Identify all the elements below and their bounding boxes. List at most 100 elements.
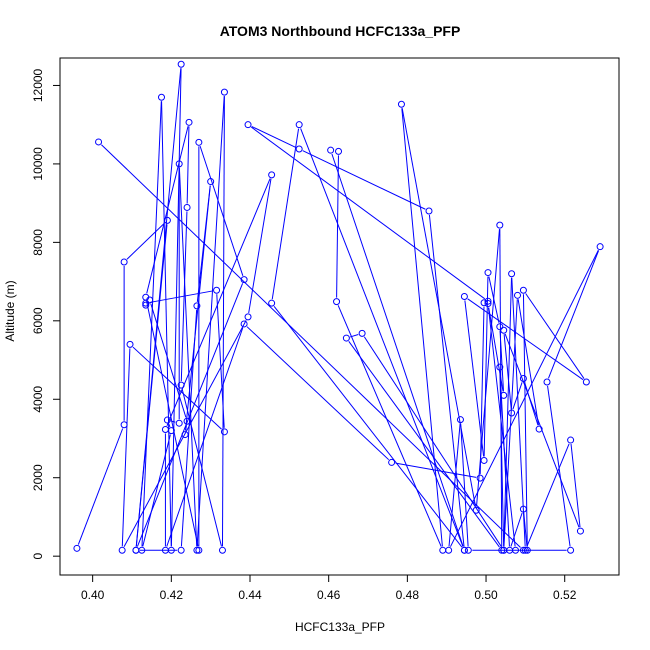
data-point <box>397 100 405 108</box>
series-segment <box>248 178 272 314</box>
data-point <box>142 299 150 307</box>
data-point <box>500 391 508 399</box>
x-tick-label: 0.52 <box>553 588 577 602</box>
series-segment <box>273 306 463 548</box>
series-segment <box>526 443 570 547</box>
series-segment <box>503 334 512 410</box>
data-point <box>596 243 604 251</box>
series-segment <box>503 277 512 547</box>
series-segment <box>216 294 225 428</box>
data-point <box>193 546 201 554</box>
series-segment <box>126 222 165 260</box>
series-segment <box>181 388 222 547</box>
data-point <box>342 334 350 342</box>
x-axis: 0.40 0.42 0.44 0.46 0.48 0.50 0.52 <box>81 574 577 602</box>
data-point <box>567 436 575 444</box>
data-point <box>240 320 248 328</box>
y-axis-label: Altitude (m) <box>3 280 17 341</box>
x-tick-label: 0.44 <box>238 588 262 602</box>
x-tick-label: 0.42 <box>160 588 184 602</box>
series-segment <box>450 250 599 547</box>
series-segment <box>570 443 581 528</box>
data-point <box>333 298 341 306</box>
data-point <box>535 425 543 433</box>
series-segment <box>499 330 505 392</box>
data-point <box>519 505 527 513</box>
data-point <box>268 171 276 179</box>
series-segment <box>271 128 300 300</box>
data-point <box>496 323 504 331</box>
data-point <box>163 216 171 224</box>
data-point <box>512 546 520 554</box>
data-point <box>120 421 128 429</box>
series-segment <box>166 178 271 426</box>
data-point <box>185 118 193 126</box>
y-axis: 0 2000 4000 6000 8000 10000 12000 <box>31 68 61 560</box>
y-tick-label: 12000 <box>31 68 45 102</box>
data-point <box>175 160 183 168</box>
series-segment <box>350 334 359 338</box>
data-point <box>460 292 468 300</box>
data-point <box>508 409 516 417</box>
x-tick-label: 0.50 <box>474 588 498 602</box>
series-segment <box>488 307 504 392</box>
data-point <box>496 221 504 229</box>
series-segment <box>522 294 528 547</box>
data-point <box>218 546 226 554</box>
series-segment <box>336 155 339 298</box>
series-segment <box>487 307 516 547</box>
series-segment <box>150 303 187 418</box>
series-segment <box>448 423 461 547</box>
data-point <box>519 374 527 382</box>
data-point <box>220 428 228 436</box>
y-tick-label: 2000 <box>31 464 45 491</box>
x-tick-label: 0.48 <box>396 588 420 602</box>
series-segment <box>401 108 443 547</box>
series-segment <box>185 425 187 431</box>
data-point <box>358 329 366 337</box>
y-tick-label: 6000 <box>31 307 45 334</box>
series-segment <box>178 167 198 547</box>
series-segment <box>548 250 600 379</box>
data-point <box>456 416 464 424</box>
y-tick-label: 4000 <box>31 386 45 413</box>
data-point <box>327 146 335 154</box>
series-segment <box>142 434 171 547</box>
data-point <box>514 291 522 299</box>
data-point <box>193 302 201 310</box>
data-point <box>177 381 185 389</box>
series-segment <box>348 341 500 548</box>
data-point <box>295 121 303 129</box>
data-point <box>484 300 492 308</box>
data-point <box>207 178 215 186</box>
data-point <box>464 546 472 554</box>
x-tick-label: 0.46 <box>317 588 341 602</box>
x-axis-label: HCFC133a_PFP <box>295 620 385 634</box>
data-point <box>472 506 480 514</box>
series-segment <box>499 371 505 547</box>
series-segment <box>166 327 244 547</box>
data-point <box>183 417 191 425</box>
series-segment <box>121 348 131 547</box>
series-segment <box>132 346 222 430</box>
data-point <box>126 340 134 348</box>
series-segment <box>524 382 539 426</box>
series-segment <box>467 298 584 381</box>
series-segment <box>300 128 464 547</box>
chart-title: ATOM3 Northbound HCFC133a_PFP <box>220 23 461 39</box>
series-segment <box>146 126 189 294</box>
data-point <box>132 546 140 554</box>
data-point <box>161 425 169 433</box>
data-point <box>388 458 396 466</box>
series-segment <box>123 320 247 548</box>
series-segment <box>337 305 442 547</box>
data-point <box>484 297 492 305</box>
series-segment <box>135 68 182 547</box>
data-point <box>500 326 508 334</box>
series-segment <box>146 301 199 547</box>
series-segment <box>547 385 571 547</box>
series-segment <box>488 276 500 323</box>
series-segment <box>395 462 477 478</box>
series-segment <box>185 185 211 431</box>
series-segment <box>101 144 521 548</box>
